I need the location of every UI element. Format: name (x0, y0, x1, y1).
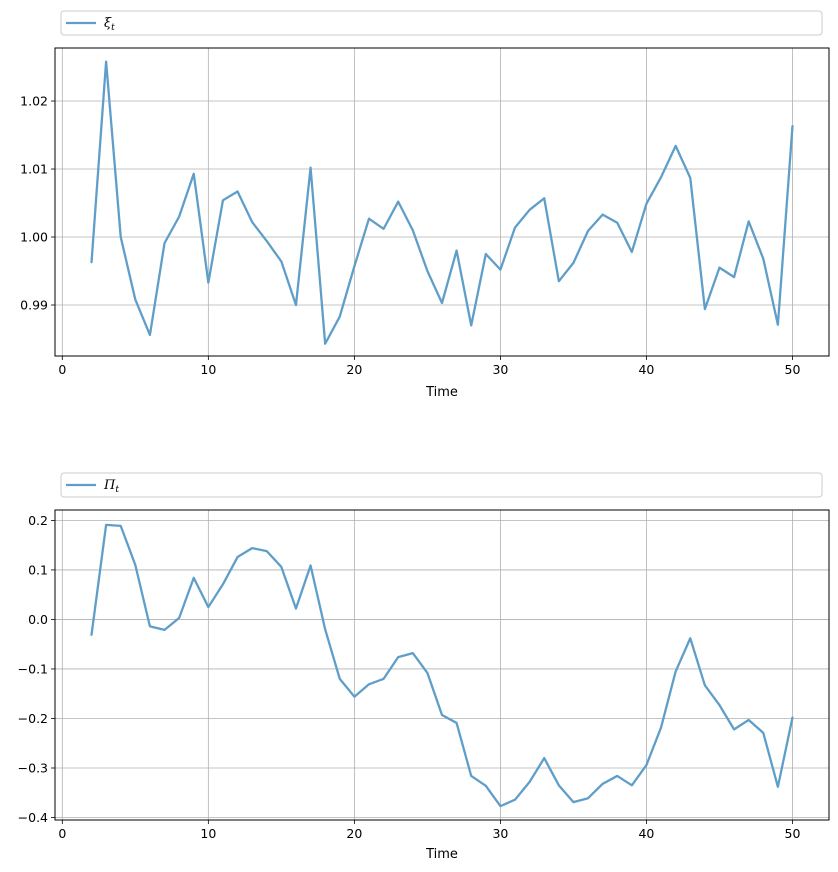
xi-series-line (90, 60, 794, 345)
xi-legend: ξt (60, 10, 823, 36)
xi-plot-frame (54, 47, 830, 357)
pi-chart: Πt 0 10 20 30 40 50 −0.4 −0.3 −0.2 −0.1 0.0 0.1 0.2… (18, 472, 830, 862)
pi-y-tick-label: −0.1 (18, 661, 48, 676)
pi-series (90, 523, 794, 808)
pi-y-tick-label: 0.1 (28, 562, 48, 577)
pi-x-tick-label: 0 (58, 826, 66, 841)
pi-legend: Πt (60, 472, 823, 498)
pi-y-ticks: −0.4 −0.3 −0.2 −0.1 0.0 0.1 0.2 (18, 513, 55, 825)
xi-y-tick-label: 1.02 (20, 94, 48, 109)
pi-series-line (90, 523, 794, 808)
xi-x-tick-label: 50 (785, 362, 801, 377)
xi-x-tick-label: 0 (58, 362, 66, 377)
xi-x-tick-label: 40 (638, 362, 654, 377)
pi-plot-frame (54, 509, 830, 821)
pi-x-tick-label: 50 (785, 826, 801, 841)
pi-x-tick-label: 10 (200, 826, 216, 841)
pi-y-tick-label: 0.0 (28, 612, 48, 627)
xi-series (90, 60, 794, 345)
xi-y-tick-label: 1.00 (20, 230, 48, 245)
pi-y-tick-label: −0.4 (18, 810, 48, 825)
pi-y-tick-label: −0.2 (18, 711, 48, 726)
xi-y-tick-label: 0.99 (20, 298, 48, 313)
pi-y-tick-label: −0.3 (18, 761, 48, 776)
xi-x-tick-label: 10 (200, 362, 216, 377)
xi-x-tick-label: 20 (346, 362, 362, 377)
xi-y-ticks: 0.99 1.00 1.01 1.02 (20, 94, 55, 313)
xi-grid (55, 48, 829, 356)
pi-x-tick-label: 40 (638, 826, 654, 841)
pi-legend-box (60, 472, 823, 498)
pi-x-ticks: 0 10 20 30 40 50 (58, 820, 800, 841)
xi-y-tick-label: 1.01 (20, 162, 48, 177)
xi-legend-label: ξt (104, 16, 115, 33)
xi-chart: ξt 0 10 20 30 40 50 0.99 1.00 1.01 1.02 Time (20, 10, 830, 400)
xi-legend-box (60, 10, 823, 36)
pi-x-tick-label: 20 (346, 826, 362, 841)
pi-y-tick-label: 0.2 (28, 513, 48, 528)
xi-x-axis-label: Time (425, 385, 458, 400)
pi-x-tick-label: 30 (492, 826, 508, 841)
xi-x-ticks: 0 10 20 30 40 50 (58, 356, 800, 377)
pi-x-axis-label: Time (425, 847, 458, 862)
xi-x-tick-label: 30 (492, 362, 508, 377)
pi-legend-label: Πt (103, 478, 119, 495)
